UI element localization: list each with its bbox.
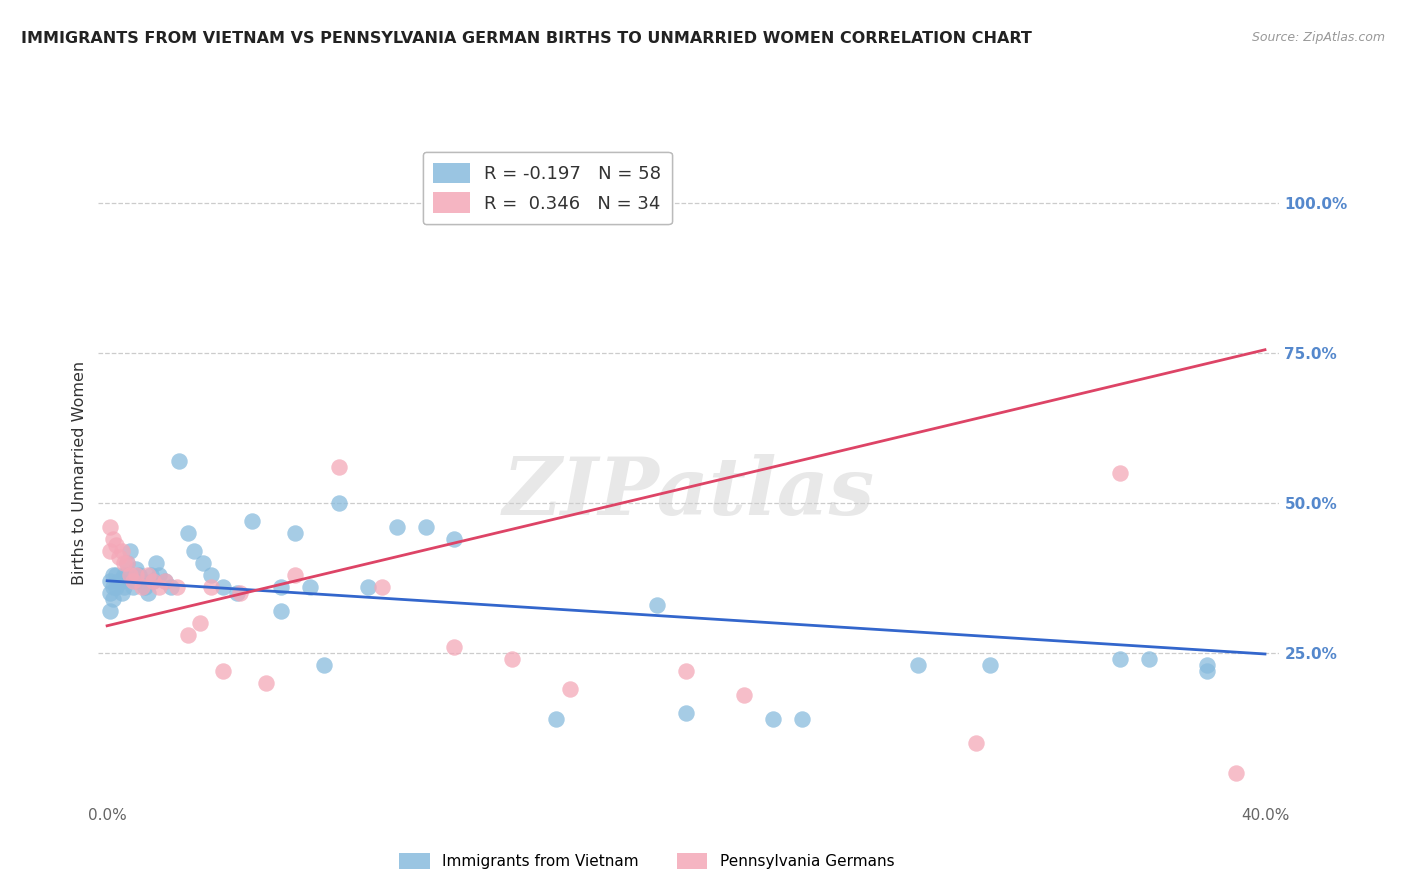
Point — [183, 543, 205, 558]
Point — [134, 580, 156, 594]
Point — [226, 586, 249, 600]
Point — [270, 580, 292, 594]
Point — [1137, 652, 1160, 666]
Point — [101, 532, 124, 546]
Point — [139, 567, 162, 582]
Point — [965, 736, 987, 750]
Point — [125, 567, 148, 582]
Point — [136, 586, 159, 600]
Point — [104, 538, 127, 552]
Point — [501, 652, 523, 666]
Point — [733, 688, 755, 702]
Point — [270, 604, 292, 618]
Point — [114, 567, 136, 582]
Point — [110, 574, 132, 588]
Point — [1109, 652, 1132, 666]
Point — [110, 543, 132, 558]
Point — [104, 567, 127, 582]
Point — [443, 532, 465, 546]
Point — [128, 567, 150, 582]
Point — [120, 567, 142, 582]
Point — [98, 543, 121, 558]
Point — [131, 574, 153, 588]
Point — [148, 567, 170, 582]
Point — [107, 549, 129, 564]
Point — [131, 580, 153, 594]
Text: IMMIGRANTS FROM VIETNAM VS PENNSYLVANIA GERMAN BIRTHS TO UNMARRIED WOMEN CORRELA: IMMIGRANTS FROM VIETNAM VS PENNSYLVANIA … — [21, 31, 1032, 46]
Point — [200, 567, 222, 582]
Point — [254, 675, 277, 690]
Point — [125, 562, 148, 576]
Point — [142, 574, 165, 588]
Point — [114, 556, 136, 570]
Point — [314, 657, 336, 672]
Point — [117, 556, 139, 570]
Point — [148, 580, 170, 594]
Point — [177, 628, 200, 642]
Point — [117, 556, 139, 570]
Point — [284, 525, 307, 540]
Point — [645, 598, 668, 612]
Point — [107, 574, 129, 588]
Point — [1109, 466, 1132, 480]
Point — [284, 567, 307, 582]
Point — [229, 586, 252, 600]
Point — [125, 574, 148, 588]
Point — [117, 567, 139, 582]
Point — [1197, 664, 1219, 678]
Point — [166, 580, 188, 594]
Point — [415, 520, 437, 534]
Point — [298, 580, 321, 594]
Point — [122, 574, 145, 588]
Point — [675, 706, 697, 720]
Point — [544, 712, 567, 726]
Point — [177, 525, 200, 540]
Point — [191, 556, 214, 570]
Point — [240, 514, 263, 528]
Point — [98, 604, 121, 618]
Point — [114, 580, 136, 594]
Point — [979, 657, 1001, 672]
Point — [101, 580, 124, 594]
Point — [385, 520, 408, 534]
Point — [142, 574, 165, 588]
Text: ZIPatlas: ZIPatlas — [503, 454, 875, 532]
Point — [120, 543, 142, 558]
Y-axis label: Births to Unmarried Women: Births to Unmarried Women — [72, 360, 87, 585]
Point — [98, 574, 121, 588]
Point — [1197, 657, 1219, 672]
Point — [110, 586, 132, 600]
Point — [328, 459, 350, 474]
Point — [188, 615, 211, 630]
Point — [145, 556, 167, 570]
Point — [212, 664, 235, 678]
Point — [98, 520, 121, 534]
Point — [104, 580, 127, 594]
Text: Source: ZipAtlas.com: Source: ZipAtlas.com — [1251, 31, 1385, 45]
Legend: R = -0.197   N = 58, R =  0.346   N = 34: R = -0.197 N = 58, R = 0.346 N = 34 — [423, 152, 672, 224]
Point — [101, 567, 124, 582]
Point — [159, 580, 181, 594]
Point — [101, 591, 124, 606]
Point — [122, 580, 145, 594]
Point — [356, 580, 378, 594]
Point — [169, 454, 191, 468]
Point — [790, 712, 813, 726]
Point — [907, 657, 929, 672]
Legend: Immigrants from Vietnam, Pennsylvania Germans: Immigrants from Vietnam, Pennsylvania Ge… — [394, 847, 900, 875]
Point — [371, 580, 394, 594]
Point — [762, 712, 785, 726]
Point — [675, 664, 697, 678]
Point — [153, 574, 176, 588]
Point — [98, 586, 121, 600]
Point — [212, 580, 235, 594]
Point — [153, 574, 176, 588]
Point — [443, 640, 465, 654]
Point — [136, 567, 159, 582]
Point — [1225, 765, 1247, 780]
Point — [328, 496, 350, 510]
Point — [560, 681, 582, 696]
Point — [200, 580, 222, 594]
